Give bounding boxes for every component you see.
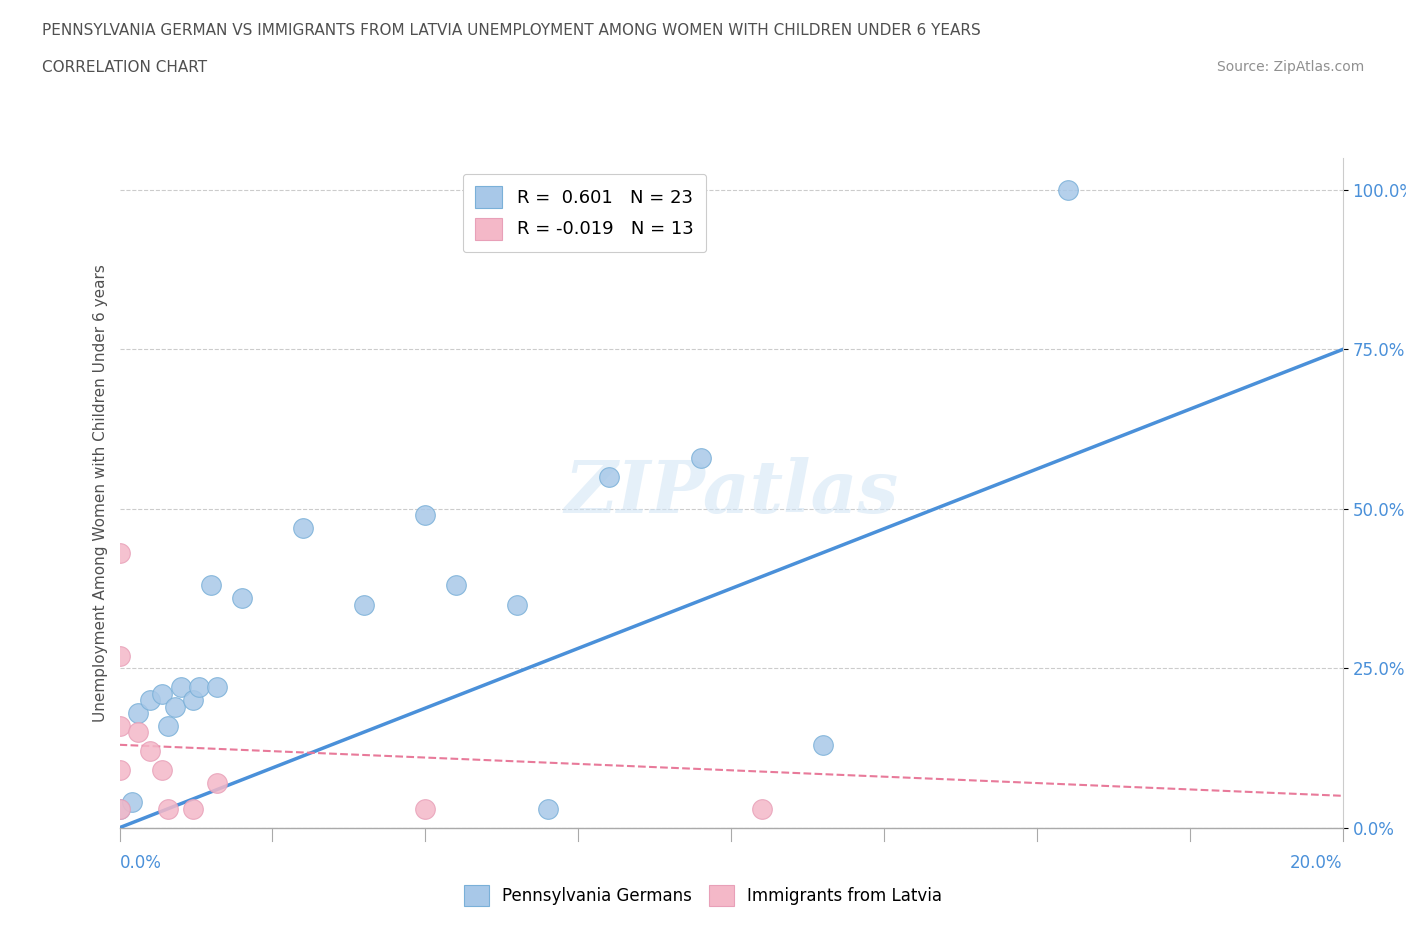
Point xyxy=(598,470,620,485)
Point xyxy=(108,648,131,663)
Point xyxy=(108,718,131,733)
Point xyxy=(121,795,143,810)
Point xyxy=(157,718,180,733)
Point xyxy=(169,680,191,695)
Point xyxy=(181,801,204,816)
Text: 0.0%: 0.0% xyxy=(120,854,162,872)
Point xyxy=(127,724,149,739)
Point xyxy=(207,680,229,695)
Point xyxy=(150,686,173,701)
Point xyxy=(181,693,204,708)
Point xyxy=(444,578,467,592)
Point xyxy=(150,763,173,777)
Text: Source: ZipAtlas.com: Source: ZipAtlas.com xyxy=(1216,60,1364,74)
Point xyxy=(188,680,211,695)
Point xyxy=(163,699,186,714)
Point xyxy=(200,578,222,592)
Point xyxy=(231,591,253,605)
Text: CORRELATION CHART: CORRELATION CHART xyxy=(42,60,207,75)
Point xyxy=(108,801,131,816)
Point xyxy=(108,801,131,816)
Point xyxy=(292,521,315,536)
Point xyxy=(139,693,162,708)
Point xyxy=(413,801,436,816)
Point xyxy=(537,801,560,816)
Point xyxy=(207,776,229,790)
Point xyxy=(689,450,711,465)
Point xyxy=(1056,182,1078,197)
Point xyxy=(127,706,149,721)
Point xyxy=(157,801,180,816)
Point xyxy=(751,801,773,816)
Point xyxy=(353,597,375,612)
Point xyxy=(811,737,834,752)
Point xyxy=(108,546,131,561)
Text: ZIPatlas: ZIPatlas xyxy=(564,458,898,528)
Y-axis label: Unemployment Among Women with Children Under 6 years: Unemployment Among Women with Children U… xyxy=(93,264,108,722)
Point xyxy=(108,763,131,777)
Legend: R =  0.601   N = 23, R = -0.019   N = 13: R = 0.601 N = 23, R = -0.019 N = 13 xyxy=(463,174,706,252)
Point xyxy=(139,744,162,759)
Point xyxy=(506,597,529,612)
Point xyxy=(413,508,436,523)
Text: 20.0%: 20.0% xyxy=(1291,854,1343,872)
Text: PENNSYLVANIA GERMAN VS IMMIGRANTS FROM LATVIA UNEMPLOYMENT AMONG WOMEN WITH CHIL: PENNSYLVANIA GERMAN VS IMMIGRANTS FROM L… xyxy=(42,23,981,38)
Legend: Pennsylvania Germans, Immigrants from Latvia: Pennsylvania Germans, Immigrants from La… xyxy=(457,879,949,912)
